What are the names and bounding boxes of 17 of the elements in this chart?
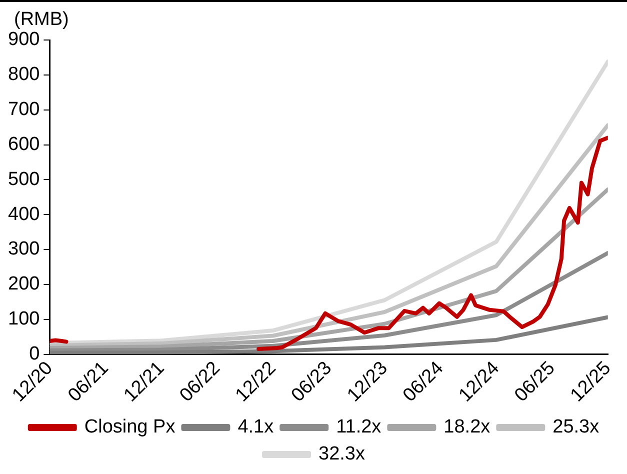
y-tick-label: 800	[8, 64, 40, 86]
y-tick-label: 200	[8, 274, 40, 295]
y-tick-label: 0	[29, 343, 40, 364]
legend-label: 11.2x	[336, 416, 382, 438]
y-tick-label: 400	[8, 204, 40, 225]
y-tick-label: 300	[8, 238, 40, 260]
y-tick-label: 600	[8, 134, 40, 155]
legend-label: 4.1x	[238, 416, 274, 438]
y-tick-label: 100	[8, 308, 40, 330]
legend-label: 25.3x	[552, 416, 600, 438]
y-tick-label: 500	[8, 168, 40, 190]
legend-label: 32.3x	[318, 444, 366, 465]
y-axis-title: (RMB)	[14, 9, 69, 30]
legend-label: Closing Px	[84, 416, 176, 438]
legend-label: 18.2x	[444, 416, 491, 438]
y-tick-label: 700	[8, 99, 40, 120]
y-tick-label: 900	[8, 29, 40, 50]
